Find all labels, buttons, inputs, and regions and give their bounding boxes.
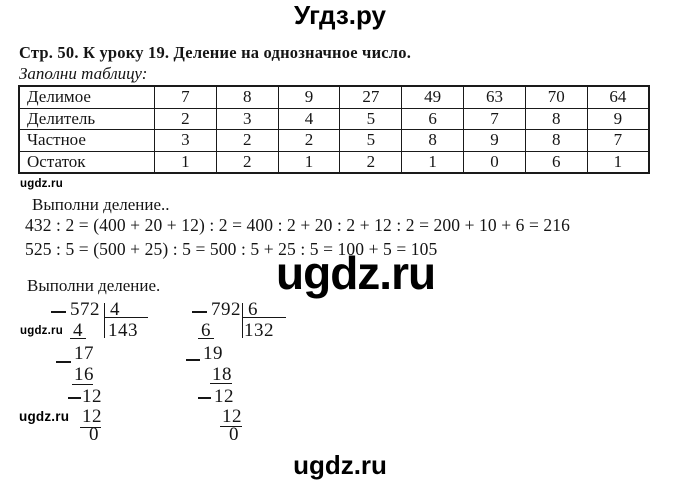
- table-caption: Заполни таблицу:: [19, 64, 148, 83]
- dividend: 792: [211, 299, 241, 320]
- quotient: 143: [108, 320, 138, 341]
- cell-value: 49: [401, 85, 465, 109]
- cell-value: 8: [524, 129, 588, 152]
- underline: [210, 383, 232, 384]
- remainder-value: 17: [74, 343, 94, 364]
- watermark: ugdz.ru: [19, 409, 70, 424]
- cell-value: 7: [463, 107, 526, 130]
- dividend: 572: [70, 299, 100, 320]
- cell-value: 9: [586, 107, 650, 130]
- divisor: 6: [248, 299, 258, 320]
- cell-value: 1: [154, 150, 217, 174]
- cell-value: 4: [277, 107, 341, 130]
- division-bar-vertical: [104, 303, 105, 338]
- minus-sign: [198, 397, 211, 399]
- subtrahend-value: 16: [74, 364, 94, 385]
- cell-value: 8: [401, 129, 465, 152]
- final-remainder: 0: [229, 424, 239, 445]
- cell-value: 5: [339, 129, 403, 152]
- remainder-value: 12: [82, 386, 102, 407]
- remainder-value: 19: [203, 343, 223, 364]
- section-title: Выполни деление.: [27, 276, 161, 295]
- cell-value: 2: [277, 129, 341, 152]
- table-row: Делитель 2 3 4 5 6 7 8 9: [18, 107, 650, 130]
- underline: [70, 338, 86, 339]
- row-label: Остаток: [18, 150, 155, 174]
- watermark-large: ugdz.ru: [276, 247, 436, 299]
- cell-value: 8: [215, 85, 279, 109]
- cell-value: 9: [277, 85, 341, 109]
- cell-value: 70: [524, 85, 588, 109]
- cell-value: 5: [339, 107, 403, 130]
- divisor: 4: [110, 299, 120, 320]
- final-remainder: 0: [89, 424, 99, 445]
- minus-sign: [56, 361, 71, 363]
- underline: [220, 426, 242, 427]
- cell-value: 2: [215, 129, 279, 152]
- subtrahend-value: 12: [82, 406, 102, 427]
- minus-sign: [186, 359, 200, 361]
- equation-line: 525 : 5 = (500 + 25) : 5 = 500 : 5 + 25 …: [25, 239, 438, 259]
- division-bar-vertical: [242, 303, 243, 338]
- watermark: ugdz.ru: [20, 178, 63, 190]
- cell-value: 2: [339, 150, 403, 174]
- page-heading: Стр. 50. К уроку 19. Деление на однознач…: [19, 43, 412, 62]
- division-table: Делимое 7 8 9 27 49 63 70 64 Делитель 2 …: [18, 85, 650, 174]
- cell-value: 1: [401, 150, 465, 174]
- cell-value: 27: [339, 85, 403, 109]
- minus-sign: [51, 311, 66, 313]
- site-title: Угдз.ру: [294, 0, 386, 30]
- cell-value: 64: [586, 85, 650, 109]
- cell-value: 1: [586, 150, 650, 174]
- subtrahend-value: 6: [201, 320, 211, 341]
- remainder-value: 12: [214, 386, 234, 407]
- table-row: Остаток 1 2 1 2 1 0 6 1: [18, 150, 650, 174]
- cell-value: 63: [463, 85, 526, 109]
- cell-value: 9: [463, 129, 526, 152]
- underline: [72, 384, 93, 385]
- section-title: Выполни деление..: [32, 195, 170, 214]
- cell-value: 8: [524, 107, 588, 130]
- table-row: Частное 3 2 2 5 8 9 8 7: [18, 129, 650, 152]
- watermark: ugdz.ru: [20, 325, 63, 337]
- row-label: Делитель: [18, 107, 155, 130]
- cell-value: 6: [524, 150, 588, 174]
- subtrahend-value: 12: [222, 406, 242, 427]
- cell-value: 7: [154, 85, 217, 109]
- equation-line: 432 : 2 = (400 + 20 + 12) : 2 = 400 : 2 …: [25, 215, 570, 235]
- cell-value: 3: [154, 129, 217, 152]
- cell-value: 2: [215, 150, 279, 174]
- cell-value: 3: [215, 107, 279, 130]
- cell-value: 2: [154, 107, 217, 130]
- division-bar-horizontal: [104, 317, 148, 318]
- cell-value: 1: [277, 150, 341, 174]
- row-label: Делимое: [18, 85, 155, 109]
- minus-sign: [192, 311, 207, 313]
- cell-value: 0: [463, 150, 526, 174]
- minus-sign: [68, 397, 81, 399]
- subtrahend-value: 18: [212, 364, 232, 385]
- watermark-bottom: ugdz.ru: [293, 450, 387, 480]
- underline: [80, 427, 101, 428]
- cell-value: 6: [401, 107, 465, 130]
- table-row: Делимое 7 8 9 27 49 63 70 64: [18, 85, 650, 109]
- quotient: 132: [244, 320, 274, 341]
- underline: [198, 338, 214, 339]
- cell-value: 7: [586, 129, 650, 152]
- subtrahend-value: 4: [73, 320, 83, 341]
- division-bar-horizontal: [242, 317, 286, 318]
- row-label: Частное: [18, 129, 155, 152]
